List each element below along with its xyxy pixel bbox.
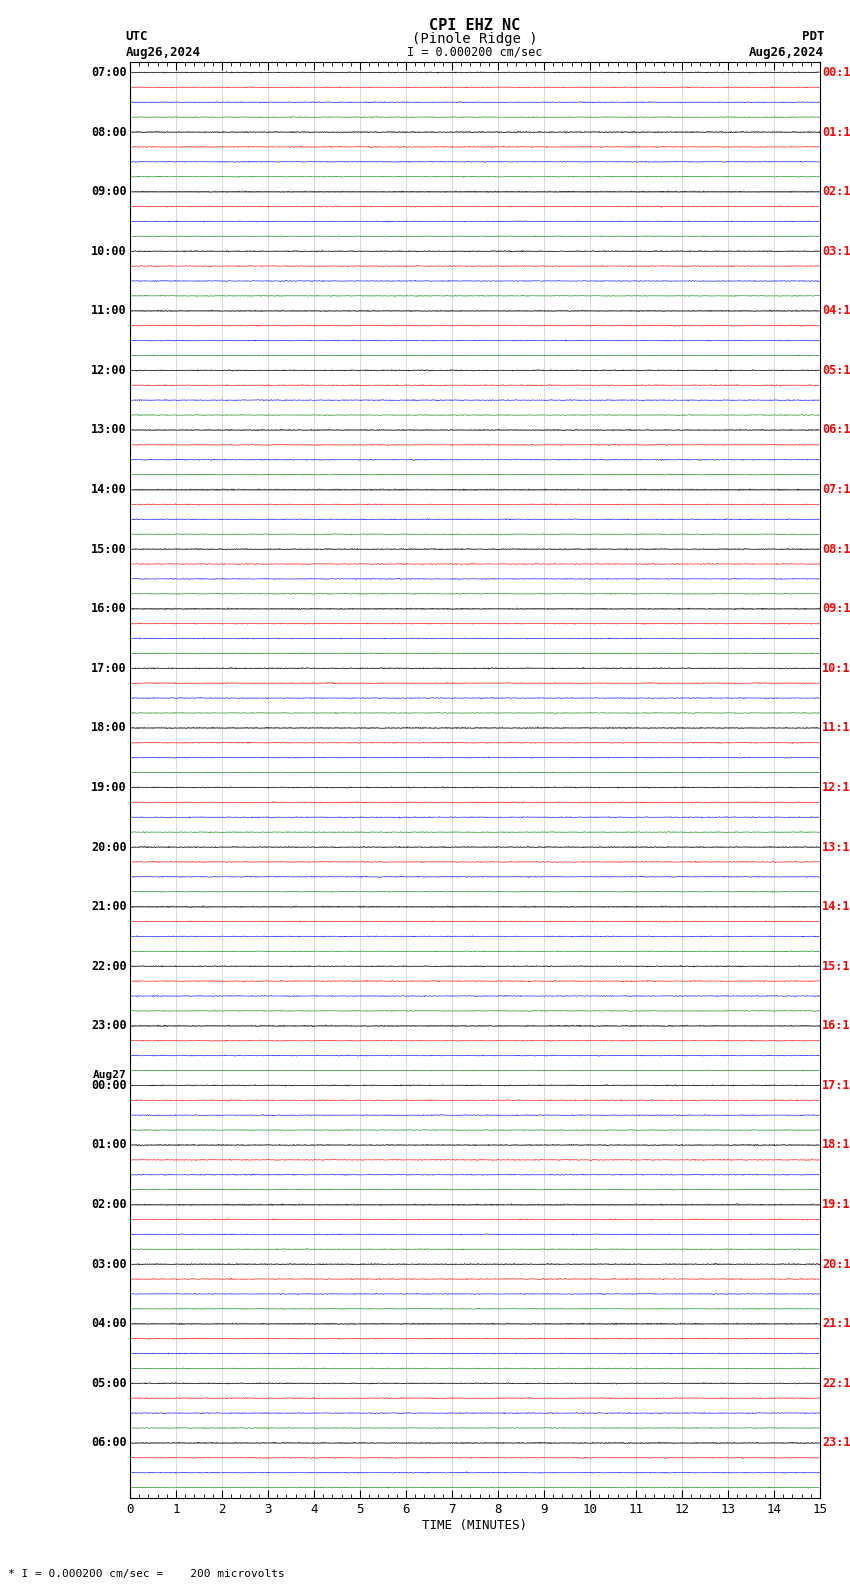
Text: 02:15: 02:15 (822, 185, 850, 198)
Text: 15:15: 15:15 (822, 960, 850, 973)
Text: 00:15: 00:15 (822, 67, 850, 79)
X-axis label: TIME (MINUTES): TIME (MINUTES) (422, 1519, 528, 1532)
Text: PDT: PDT (802, 30, 824, 43)
Text: 22:00: 22:00 (91, 960, 127, 973)
Text: 12:00: 12:00 (91, 364, 127, 377)
Text: Aug26,2024: Aug26,2024 (126, 46, 201, 59)
Text: 03:15: 03:15 (822, 244, 850, 258)
Text: UTC: UTC (126, 30, 148, 43)
Text: 17:15: 17:15 (822, 1079, 850, 1091)
Text: CPI EHZ NC: CPI EHZ NC (429, 19, 520, 33)
Text: 21:15: 21:15 (822, 1318, 850, 1331)
Text: 10:15: 10:15 (822, 662, 850, 675)
Text: 14:15: 14:15 (822, 900, 850, 912)
Text: 19:00: 19:00 (91, 781, 127, 794)
Text: 04:15: 04:15 (822, 304, 850, 317)
Text: 01:00: 01:00 (91, 1139, 127, 1152)
Text: 23:00: 23:00 (91, 1019, 127, 1033)
Text: 20:00: 20:00 (91, 841, 127, 854)
Text: 16:15: 16:15 (822, 1019, 850, 1033)
Text: 09:15: 09:15 (822, 602, 850, 615)
Text: 07:00: 07:00 (91, 67, 127, 79)
Text: 06:00: 06:00 (91, 1437, 127, 1449)
Text: 20:15: 20:15 (822, 1258, 850, 1270)
Text: 10:00: 10:00 (91, 244, 127, 258)
Text: 05:00: 05:00 (91, 1376, 127, 1389)
Text: 15:00: 15:00 (91, 543, 127, 556)
Text: 01:15: 01:15 (822, 125, 850, 138)
Text: 19:15: 19:15 (822, 1198, 850, 1212)
Text: 03:00: 03:00 (91, 1258, 127, 1270)
Text: 00:00: 00:00 (91, 1079, 127, 1091)
Text: 13:00: 13:00 (91, 423, 127, 437)
Text: 22:15: 22:15 (822, 1376, 850, 1389)
Text: I = 0.000200 cm/sec: I = 0.000200 cm/sec (407, 46, 542, 59)
Text: * I = 0.000200 cm/sec =    200 microvolts: * I = 0.000200 cm/sec = 200 microvolts (8, 1570, 286, 1579)
Text: 17:00: 17:00 (91, 662, 127, 675)
Text: 21:00: 21:00 (91, 900, 127, 912)
Text: 23:15: 23:15 (822, 1437, 850, 1449)
Text: 14:00: 14:00 (91, 483, 127, 496)
Text: 06:15: 06:15 (822, 423, 850, 437)
Text: 18:15: 18:15 (822, 1139, 850, 1152)
Text: 11:15: 11:15 (822, 721, 850, 735)
Text: 02:00: 02:00 (91, 1198, 127, 1212)
Text: 08:15: 08:15 (822, 543, 850, 556)
Text: 08:00: 08:00 (91, 125, 127, 138)
Text: 16:00: 16:00 (91, 602, 127, 615)
Text: 05:15: 05:15 (822, 364, 850, 377)
Text: Aug27: Aug27 (93, 1069, 127, 1080)
Text: 18:00: 18:00 (91, 721, 127, 735)
Text: 13:15: 13:15 (822, 841, 850, 854)
Text: (Pinole Ridge ): (Pinole Ridge ) (412, 32, 538, 46)
Text: Aug26,2024: Aug26,2024 (749, 46, 824, 59)
Text: 12:15: 12:15 (822, 781, 850, 794)
Text: 11:00: 11:00 (91, 304, 127, 317)
Text: 04:00: 04:00 (91, 1318, 127, 1331)
Text: 09:00: 09:00 (91, 185, 127, 198)
Text: 07:15: 07:15 (822, 483, 850, 496)
